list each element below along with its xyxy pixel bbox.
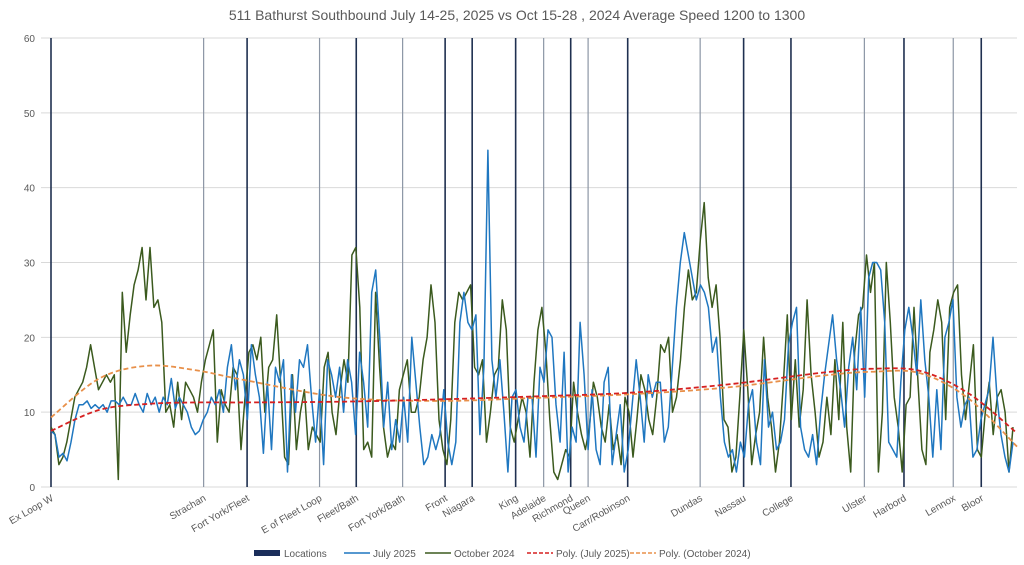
legend-label-locations: Locations [284,549,327,560]
y-tick-label: 30 [24,259,36,270]
y-tick-label: 40 [24,184,36,195]
x-tick-label: Lennox [924,493,958,519]
series-lines [50,149,1018,481]
x-tick-label: Dundas [669,493,704,520]
y-tick-label: 50 [24,109,36,120]
legend-label-poly-july-2025: Poly. (July 2025) [556,549,630,560]
legend-label-july-2025: July 2025 [373,549,416,560]
chart-title: 511 Bathurst Southbound July 14-25, 2025… [229,7,805,23]
y-tick-label: 0 [29,483,35,494]
series-october-2024 [50,201,1014,481]
y-tick-label: 20 [24,333,36,344]
legend: Locations July 2025 October 2024 Poly. (… [254,549,751,560]
y-tick-label: 10 [24,408,36,419]
x-tick-label: E of Fleet Loop [260,493,325,537]
x-tick-label: Harbord [872,493,909,521]
x-tick-label: College [761,493,796,520]
x-tick-label: Bloor [960,493,986,515]
y-axis-ticks: 0 10 20 30 40 50 60 [24,34,36,494]
legend-label-october-2024: October 2024 [454,549,515,560]
y-tick-label: 60 [24,34,36,45]
x-tick-label: Nassau [713,493,748,519]
legend-label-poly-october-2024: Poly. (October 2024) [659,549,751,560]
legend-swatch-locations [254,550,280,556]
trend-poly-october-2024 [50,364,1018,448]
x-tick-label: Ex Loop W [8,493,56,527]
trend-poly-july-2025 [50,367,1018,434]
x-tick-label: Ulster [841,493,870,516]
gridlines [41,37,1017,488]
